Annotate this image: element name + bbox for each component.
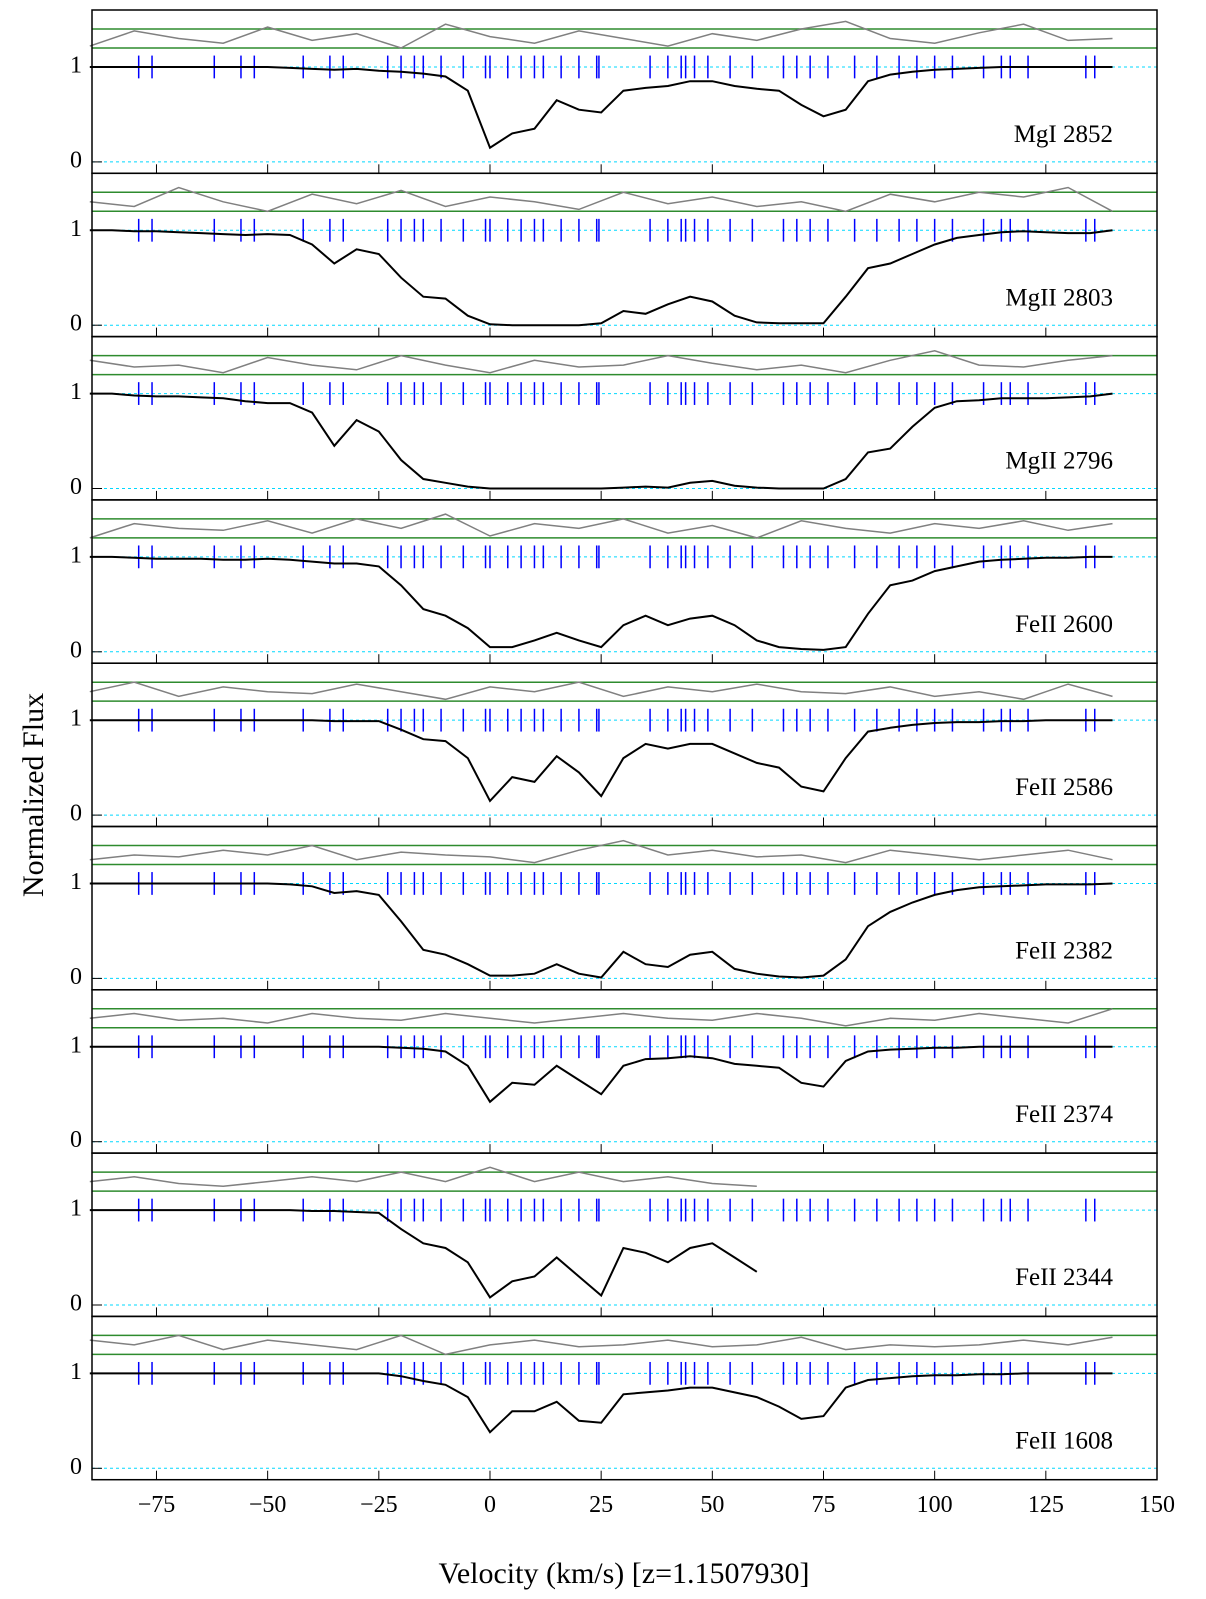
x-tick-label: 50 — [700, 1492, 724, 1518]
flux-line — [89, 719, 1113, 803]
panel-frame — [91, 1315, 1158, 1481]
x-tick-label: −75 — [138, 1492, 176, 1518]
flux-line — [89, 66, 1113, 150]
y-tick-label: 1 — [70, 869, 82, 895]
y-tick-label: 1 — [70, 542, 82, 568]
x-tick-label: 125 — [1028, 1492, 1064, 1518]
panel-label: FeII 2586 — [1015, 774, 1113, 801]
x-tick-label: 0 — [484, 1492, 496, 1518]
y-tick-label: 0 — [70, 637, 82, 663]
y-tick-label: 1 — [70, 216, 82, 242]
flux-line — [89, 882, 1113, 979]
y-tick-label: 0 — [70, 801, 82, 827]
residual-line — [89, 1008, 1113, 1027]
residual-line — [89, 513, 1113, 539]
y-tick-label: 1 — [70, 706, 82, 732]
panel-label: MgI 2852 — [1014, 121, 1113, 148]
panel-frame — [91, 9, 1158, 175]
y-tick-label: 0 — [70, 474, 82, 500]
panel-label: FeII 2374 — [1015, 1101, 1113, 1128]
flux-line — [89, 392, 1113, 490]
residual-line — [89, 186, 1113, 213]
y-tick-label: 0 — [70, 311, 82, 337]
y-axis-title: Normalized Flux — [17, 693, 50, 897]
panel-frame — [91, 662, 1158, 828]
x-tick-label: −25 — [360, 1492, 398, 1518]
x-tick-label: 25 — [589, 1492, 613, 1518]
y-tick-label: 1 — [70, 379, 82, 405]
y-tick-label: 1 — [70, 1196, 82, 1222]
panel-label: MgII 2796 — [1005, 448, 1113, 475]
panel-label: FeII 1608 — [1015, 1427, 1113, 1454]
y-tick-label: 0 — [70, 1127, 82, 1153]
residual-line — [89, 681, 1113, 701]
x-tick-label: −50 — [249, 1492, 287, 1518]
panel-label: FeII 2344 — [1015, 1264, 1113, 1291]
panel-frame — [91, 1152, 1158, 1318]
y-tick-label: 0 — [70, 1291, 82, 1317]
panel-label: MgII 2803 — [1005, 284, 1113, 311]
residual-line — [89, 350, 1113, 374]
x-axis-title: Velocity (km/s) [z=1.1507930] — [438, 1557, 809, 1590]
panel-frame — [91, 335, 1158, 501]
flux-line — [89, 1045, 1113, 1104]
y-tick-label: 0 — [70, 147, 82, 173]
y-tick-label: 1 — [70, 1359, 82, 1385]
panel-label: FeII 2382 — [1015, 938, 1113, 965]
x-tick-label: 75 — [811, 1492, 835, 1518]
y-tick-label: 1 — [70, 52, 82, 78]
y-tick-label: 0 — [70, 1454, 82, 1480]
flux-line — [89, 1372, 1113, 1434]
flux-line — [89, 229, 1113, 327]
residual-line — [89, 1334, 1113, 1356]
residual-line — [89, 1166, 757, 1188]
flux-line — [89, 555, 1113, 651]
y-tick-label: 0 — [70, 964, 82, 990]
panel-frame — [91, 825, 1158, 991]
x-tick-label: 150 — [1139, 1492, 1175, 1518]
flux-line — [89, 1209, 758, 1299]
x-tick-label: 100 — [917, 1492, 953, 1518]
residual-line — [89, 839, 1113, 864]
residual-line — [89, 20, 1113, 49]
panel-label: FeII 2600 — [1015, 611, 1113, 638]
y-tick-label: 1 — [70, 1032, 82, 1058]
